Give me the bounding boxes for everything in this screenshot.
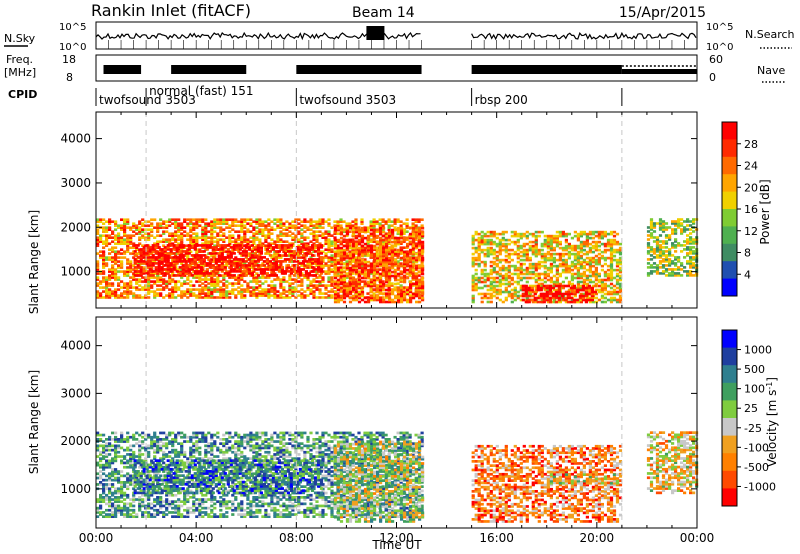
y-tick-label: 3000 <box>60 386 91 400</box>
nsky-trace <box>95 26 698 49</box>
y-tick-label: 2000 <box>60 220 91 234</box>
y-tick-label: 1000 <box>60 265 91 279</box>
power-colorbar: 4 8 12 16 20 24 28 <box>721 121 758 297</box>
freq-tick-top: 18 <box>62 53 76 66</box>
power-panel: 1000 2000 3000 4000 Slant Range [km] 4 8 12 16… <box>27 111 772 314</box>
velocity-colorbar-label: Velocity [m s-1] <box>765 377 780 467</box>
colorbar-tick: 25 <box>744 402 758 415</box>
freq-panel: Freq. [MHz] 18 8 60 0 Nave <box>4 53 785 84</box>
x-tick-label: 08:00 <box>279 531 314 545</box>
freq-trace <box>103 65 697 74</box>
colorbar-tick: 16 <box>744 203 758 216</box>
power-ylabel: Slant Range [km] <box>27 210 41 314</box>
cpid-label: CPID <box>8 88 37 101</box>
colorbar-tick: 28 <box>744 138 758 151</box>
velocity-panel: 1000 2000 3000 4000 00:00 04:00 08:00 12:00 16:0… <box>27 316 780 552</box>
x-tick-label: 00:00 <box>680 531 715 545</box>
nsearch-tick-top: 10^5 <box>706 22 733 33</box>
cpid-segment-label: twofsound 3503 <box>299 93 396 107</box>
freq-tick-bottom: 8 <box>66 71 73 84</box>
colorbar-tick: 12 <box>744 225 758 238</box>
y-tick-label: 2000 <box>60 434 91 448</box>
colorbar-tick: 100 <box>744 383 765 396</box>
nsky-panel: N.Sky 10^5 10^0 10^5 10^0 N.Search <box>4 21 795 53</box>
colorbar-tick: -25 <box>744 422 762 435</box>
cpid-segment-label: normal (fast) 151 <box>149 84 253 98</box>
nave-label: Nave <box>757 64 785 77</box>
time-axis-label: Time UT <box>371 538 422 552</box>
nsky-label: N.Sky <box>4 32 36 45</box>
colorbar-tick: 500 <box>744 363 765 376</box>
nsky-tick-bottom: 10^0 <box>59 42 86 53</box>
colorbar-tick: 1000 <box>744 344 772 357</box>
y-tick-label: 4000 <box>60 339 91 353</box>
x-tick-label: 04:00 <box>179 531 214 545</box>
colorbar-tick: -500 <box>744 461 769 474</box>
colorbar-tick: 20 <box>744 181 758 194</box>
nave-tick-bottom: 0 <box>709 71 716 84</box>
cpid-segment-label: twofsound 3503 <box>99 93 196 107</box>
x-tick-label: 20:00 <box>580 531 615 545</box>
y-tick-label: 3000 <box>60 176 91 190</box>
velocity-colorbar: 1000 500 100 25 -25 -100 -500 -1000 <box>721 329 776 507</box>
power-colorbar-label: Power [dB] <box>758 179 772 244</box>
x-tick-label: 12:00 <box>379 531 414 545</box>
colorbar-tick: -1000 <box>744 480 776 493</box>
date-label: 15/Apr/2015 <box>619 5 706 21</box>
y-tick-label: 4000 <box>60 132 91 146</box>
nsearch-label: N.Search <box>745 28 795 41</box>
colorbar-tick: 24 <box>744 160 758 173</box>
cpid-segment-label: rbsp 200 <box>475 93 528 107</box>
station-title: Rankin Inlet (fitACF) <box>91 1 251 20</box>
freq-label: Freq. <box>6 53 33 66</box>
velocity-heatmap <box>96 317 699 528</box>
nave-tick-top: 60 <box>709 53 723 66</box>
beam-label: Beam 14 <box>352 5 415 21</box>
power-heatmap <box>96 112 699 308</box>
freq-unit: [MHz] <box>4 66 36 79</box>
nsky-tick-top: 10^5 <box>59 22 86 33</box>
colorbar-tick: 4 <box>744 268 751 281</box>
x-tick-label: 00:00 <box>79 531 114 545</box>
nsearch-tick-bottom: 10^0 <box>706 42 733 53</box>
colorbar-tick: 8 <box>744 247 751 260</box>
y-tick-label: 1000 <box>60 482 91 496</box>
x-tick-label: 16:00 <box>479 531 514 545</box>
colorbar-tick: -100 <box>744 441 769 454</box>
velocity-ylabel: Slant Range [km] <box>27 370 41 474</box>
